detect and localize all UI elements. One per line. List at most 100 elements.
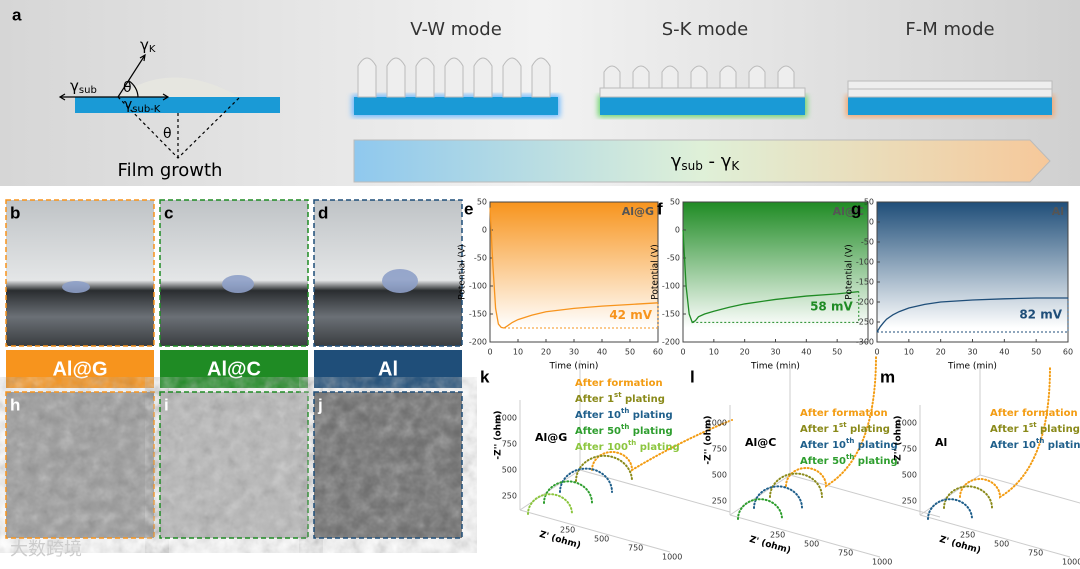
legend-entry: After 50th plating [575,423,673,437]
legend-text: plating [622,394,665,405]
legend-text: plating [847,424,890,435]
x-tick-label: 0 [680,348,685,357]
legend-entry: After 10th plating [800,437,898,451]
trend-arrow [353,139,1051,183]
y-tick-label: -200 [662,338,680,347]
legend-text: After formation [800,408,888,419]
y-tick-label: 50 [477,198,487,207]
reference [504,302,659,329]
legend-text: plating [636,442,679,453]
annotation: 42 mV [609,308,652,322]
panel-label: h [10,395,20,414]
panel-label: i [164,395,169,414]
legend-text: th [846,437,854,445]
x-tick-label: 750 [628,544,643,553]
legend-text: th [1036,437,1044,445]
nyquist-curve [575,454,633,482]
watermark: 大数跨境 [10,539,82,560]
sem-texture [314,392,462,538]
z-tick-label: 250 [902,497,917,506]
nyquist-curve [943,485,993,509]
plot-bg [489,201,659,343]
x-tick-label: 1000 [872,558,892,567]
legend-text: th [846,453,854,461]
y-tick-label: -50 [667,254,680,263]
y-tick-label: -100 [856,258,874,267]
y-tick-label: -100 [662,282,680,291]
x-tick-label: 1000 [1062,558,1080,567]
legend-text: st [614,391,622,399]
y-tick-label: -200 [856,298,874,307]
line [876,297,1068,333]
x-tick-label: 30 [569,348,579,357]
x-tick-label: 500 [594,535,609,544]
panel-label: c [164,203,173,222]
island [719,65,737,89]
x-tick-label: 500 [804,540,819,549]
sample-name: Al@G [52,358,107,380]
box [919,365,1080,558]
legend-text: plating [629,410,672,421]
x-axis-label: Time (min) [947,362,997,372]
name-bar [314,350,462,388]
panel-label: a [12,5,22,24]
x-tick-label: 20 [740,348,750,357]
legend-entry: After 10th plating [575,407,673,421]
island [748,65,766,89]
legend-text: After 100 [575,442,628,453]
legend-entry: After 100th plating [575,439,680,453]
sample-name: Al [378,358,398,380]
island [661,65,679,89]
frame [5,391,155,539]
z-tick-label: 750 [712,445,727,454]
y-tick-label: -250 [856,318,874,327]
x-tick-label: 50 [832,348,842,357]
frame [5,199,155,347]
island [603,65,621,89]
plot-bg [682,201,869,343]
y-tick-label: -150 [469,310,487,319]
nyquist-curve [927,498,973,520]
sem-texture [6,392,154,538]
arrow-label: γsub - γK [671,151,741,173]
sample-name: Al@G [535,431,567,444]
legend-text: After 10 [800,440,846,451]
y-tick-label: -150 [662,310,680,319]
island [415,57,435,98]
theta: θ [123,80,132,96]
x-tick-label: 10 [904,348,914,357]
x-tick-label: 40 [999,348,1009,357]
y-tick-label: 0 [675,226,680,235]
photo [160,200,308,346]
legend-entry: After 1st plating [800,421,890,435]
z-tick-label: 500 [902,471,917,480]
y-axis-label: Potential (V) [458,244,468,299]
legend-text: plating [1044,440,1080,451]
substrate [354,97,558,115]
nyquist-curve [543,480,593,504]
panel-label: m [880,367,895,386]
legend-text: After formation [575,378,663,389]
y-tick-label: 50 [670,198,680,207]
legend-text: After formation [990,408,1078,419]
sem-texture [160,392,308,538]
x-tick-label: 10 [513,348,523,357]
x-tick-label: 30 [770,348,780,357]
z-tick-label: 1000 [897,419,917,428]
layer [847,88,1053,98]
y-tick-label: 0 [482,226,487,235]
legend-text: After 10 [575,410,621,421]
series-name: Al@G [622,205,654,218]
island [357,57,377,98]
island [531,57,551,98]
z-axis-label: -Z'' (ohm) [704,415,714,464]
y-tick-label: 50 [864,198,874,207]
legend-entry: After 50th plating [800,453,898,467]
line [682,229,859,324]
z-tick-label: 1000 [497,414,517,423]
layer [847,80,1053,90]
mode-title: V-W mode [410,19,502,40]
island [777,65,795,89]
frame [313,391,463,539]
